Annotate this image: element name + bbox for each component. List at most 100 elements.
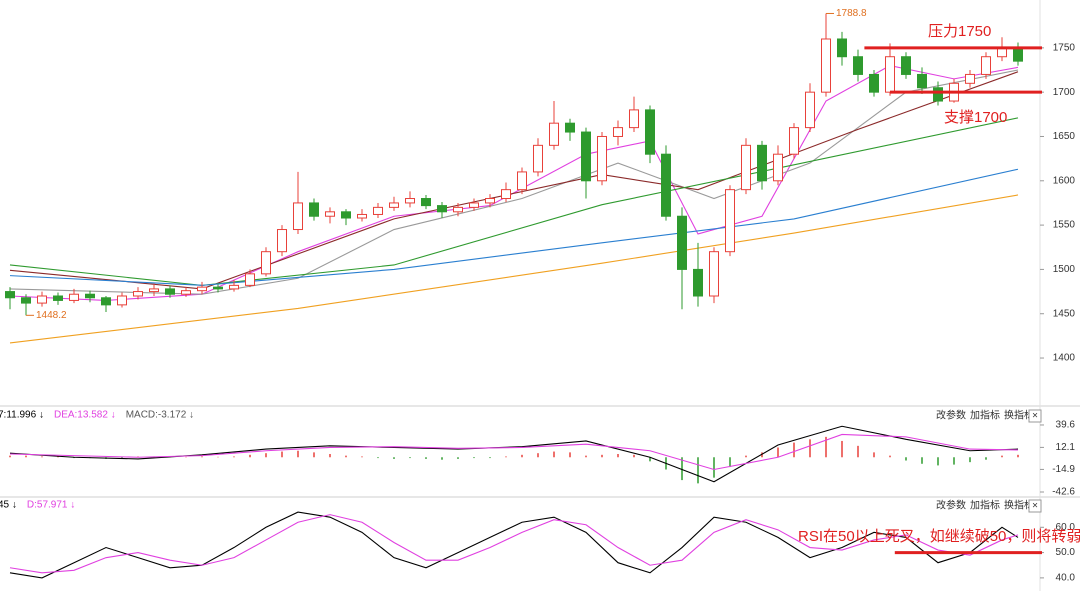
candle-body [373,206,383,215]
candle-body [773,153,783,182]
candle-body [693,268,703,297]
candle-body [1013,47,1023,62]
close-button[interactable]: × [1032,411,1038,422]
y-tick-label: 1750 [1053,42,1076,53]
candle-body [933,87,943,102]
candle-body [165,288,175,295]
y-tick-label: 1700 [1053,87,1076,98]
panel-button[interactable]: 加指标 [970,499,1000,512]
y-tick-label: 12.1 [1056,442,1076,453]
y-tick-label: 40.0 [1056,573,1076,584]
candle-body [469,202,479,208]
candle-body [421,198,431,207]
indicator-header: 7:11.996 ↓ [0,410,44,421]
candle-body [437,205,447,213]
indicator-header: DEA:13.582 ↓ [54,410,116,421]
candle-body [501,189,511,200]
panel-button[interactable]: 加指标 [970,409,1000,422]
candle-body [293,202,303,231]
candle-body [837,38,847,58]
candle-body [37,295,47,304]
panel-button[interactable]: 换指标 [1004,409,1034,422]
candle-body [85,293,95,299]
candle-body [917,73,927,89]
candle-body [149,288,159,293]
candle-body [101,297,111,306]
candle-body [309,202,319,217]
candle-body [117,295,127,306]
indicator-header: MACD:-3.172 ↓ [126,410,194,421]
indicator-line [9,511,1019,579]
candle-body [53,295,63,301]
high-label: 1788.8 [836,8,867,19]
candle-body [869,73,879,93]
candle-body [565,122,575,133]
annotation-text: 压力1750 [928,23,991,40]
candle-body [533,144,543,173]
annotation-text: 支撑1700 [944,109,1007,126]
y-tick-label: 50.0 [1056,547,1076,558]
y-tick-label: 1400 [1053,353,1076,364]
candle-body [181,290,191,295]
indicator-line [9,168,1019,286]
panel-button[interactable]: 改参数 [936,499,966,512]
candle-body [389,202,399,208]
candle-body [341,211,351,219]
close-button[interactable]: × [1032,501,1038,512]
candle-body [197,286,207,292]
y-tick-label: 39.6 [1056,420,1076,431]
candle-body [741,144,751,191]
candle-body [597,135,607,182]
y-tick-label: 1450 [1053,308,1076,319]
indicator-line [9,514,1019,574]
close-box[interactable] [1028,409,1042,423]
y-tick-label: 1650 [1053,131,1076,142]
candle-body [517,171,527,191]
indicator-header: 45 ↓ [0,500,17,511]
candle-body [133,291,143,297]
low-label: 1448.2 [36,310,67,321]
candle-body [5,291,15,299]
candle-body [853,56,863,75]
y-tick-label: 1600 [1053,175,1076,186]
candle-body [885,56,895,93]
panel-button[interactable]: 改参数 [936,409,966,422]
candle-body [981,56,991,75]
candle-body [677,215,687,270]
candle-body [277,229,287,253]
candle-body [213,286,223,290]
candle-body [725,189,735,253]
indicator-line [9,433,1019,471]
candle-body [757,144,767,182]
annotation-text: RSI在50以上死叉，如继续破50，则将转弱 [798,528,1080,545]
candle-body [69,293,79,301]
close-box[interactable] [1028,499,1042,513]
y-tick-label: -42.6 [1052,487,1075,498]
candle-body [261,251,271,275]
candle-body [405,198,415,204]
candle-body [325,211,335,217]
candle-body [485,198,495,204]
y-tick-label: 1500 [1053,264,1076,275]
candle-body [901,56,911,75]
candle-body [357,213,367,219]
candle-body [661,153,671,217]
candle-body [789,127,799,155]
panel-button[interactable]: 换指标 [1004,499,1034,512]
candle-body [645,109,655,155]
candle-body [965,73,975,84]
y-tick-label: -14.9 [1052,464,1075,475]
candle-body [709,251,719,297]
indicator-line [9,194,1019,344]
candle-body [821,38,831,93]
y-tick-label: 1550 [1053,220,1076,231]
candle-body [629,109,639,129]
candle-body [805,91,815,129]
candle-body [245,273,255,286]
candle-body [21,297,31,304]
y-tick-label: 60.0 [1056,522,1076,533]
candle-body [229,284,239,290]
candle-body [453,206,463,213]
